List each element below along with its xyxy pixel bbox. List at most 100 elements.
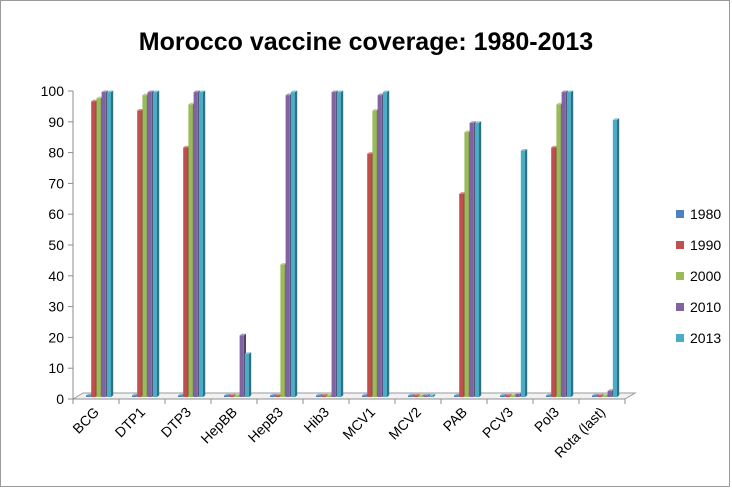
- bar: [290, 90, 298, 397]
- bar-top: [275, 393, 282, 396]
- bar-top: [382, 90, 390, 93]
- bar-front: [178, 395, 183, 397]
- bar-front: [275, 395, 280, 397]
- bar-front: [556, 104, 561, 398]
- y-tick-label: 80: [48, 145, 64, 161]
- bar-top: [474, 121, 482, 123]
- bar-top: [372, 108, 379, 111]
- bar-top: [198, 90, 206, 93]
- chart-title: Morocco vaccine coverage: 1980-2013: [138, 28, 594, 56]
- bar-front: [408, 395, 413, 397]
- x-tick-label: Pol3: [531, 404, 562, 435]
- bar-top: [239, 333, 246, 336]
- bar-top: [285, 93, 292, 96]
- y-tick-label: 10: [48, 360, 64, 376]
- bar-top: [290, 90, 298, 93]
- bar-top: [270, 393, 277, 396]
- bar-top: [418, 393, 425, 396]
- bar-front: [142, 95, 147, 397]
- y-tick-label: 20: [48, 329, 64, 345]
- bar-top: [469, 121, 476, 123]
- bar-top: [234, 393, 241, 396]
- bar: [520, 149, 528, 397]
- bar-top: [229, 393, 236, 396]
- bar-top: [244, 352, 252, 354]
- bar-front: [290, 92, 295, 397]
- legend-label: 2010: [690, 299, 721, 315]
- bar-front: [510, 395, 515, 397]
- bar-front: [270, 395, 275, 397]
- bar-top: [132, 393, 139, 396]
- bar-top: [367, 152, 374, 154]
- bar: [244, 352, 252, 397]
- bar-front: [316, 395, 321, 397]
- x-tick-label: BCG: [69, 404, 102, 437]
- bar-top: [178, 393, 185, 396]
- bar-top: [86, 393, 93, 396]
- bar-front: [418, 395, 423, 397]
- legend-swatch: [676, 303, 684, 311]
- bar-side: [249, 352, 252, 397]
- y-tick-label: 50: [48, 237, 64, 253]
- legend-label: 1980: [690, 206, 721, 222]
- bar: [612, 118, 620, 398]
- bar-front: [234, 395, 239, 397]
- bar-front: [367, 153, 372, 397]
- y-tick-label: 40: [48, 268, 64, 284]
- bar-front: [607, 390, 612, 397]
- legend-swatch: [676, 334, 684, 342]
- y-tick-label: 30: [48, 299, 64, 315]
- bar-front: [561, 92, 566, 397]
- bar-top: [597, 393, 604, 396]
- bar-top: [423, 393, 430, 396]
- bar-side: [295, 90, 298, 397]
- bar-side: [479, 121, 482, 397]
- bar-top: [321, 393, 328, 396]
- bar-top: [428, 393, 436, 396]
- y-tick-label: 0: [56, 391, 64, 407]
- bar-top: [193, 90, 200, 93]
- bar-side: [157, 90, 160, 397]
- bar-front: [382, 92, 387, 397]
- bar-front: [597, 395, 602, 397]
- bar-top: [505, 393, 512, 396]
- bar-front: [515, 393, 520, 397]
- bar-front: [106, 92, 111, 397]
- bar-front: [280, 264, 285, 397]
- bar-top: [413, 393, 420, 396]
- bar-front: [183, 147, 188, 397]
- bar-top: [183, 145, 190, 148]
- bar-top: [336, 90, 344, 93]
- bar: [474, 121, 482, 397]
- bar-front: [132, 395, 137, 397]
- bar: [198, 90, 206, 397]
- bar-front: [423, 395, 428, 397]
- bar-top: [280, 262, 287, 265]
- x-tick-label: MCV2: [385, 404, 424, 443]
- bar: [382, 90, 390, 397]
- bar-top: [561, 90, 568, 93]
- bar-front: [464, 132, 469, 397]
- bar-front: [362, 395, 367, 397]
- y-tick-label: 90: [48, 114, 64, 130]
- bar-top: [459, 192, 466, 194]
- bar-top: [142, 93, 149, 96]
- bar-top: [224, 393, 231, 396]
- bar-top: [331, 90, 338, 93]
- bar-front: [566, 92, 571, 397]
- bar-front: [152, 92, 157, 397]
- y-tick-label: 70: [48, 175, 64, 191]
- bar-front: [372, 110, 377, 397]
- x-tick-label: DTP1: [111, 404, 148, 441]
- bar-top: [96, 96, 103, 99]
- bar-top: [362, 393, 369, 396]
- bar: [428, 393, 436, 397]
- x-tick-label: Hib3: [300, 404, 332, 436]
- bar-side: [387, 90, 390, 397]
- x-tick-label: MCV1: [339, 404, 378, 443]
- bar-front: [321, 395, 326, 397]
- bar-top: [101, 90, 108, 93]
- bar-side: [433, 393, 436, 397]
- bar-front: [546, 395, 551, 397]
